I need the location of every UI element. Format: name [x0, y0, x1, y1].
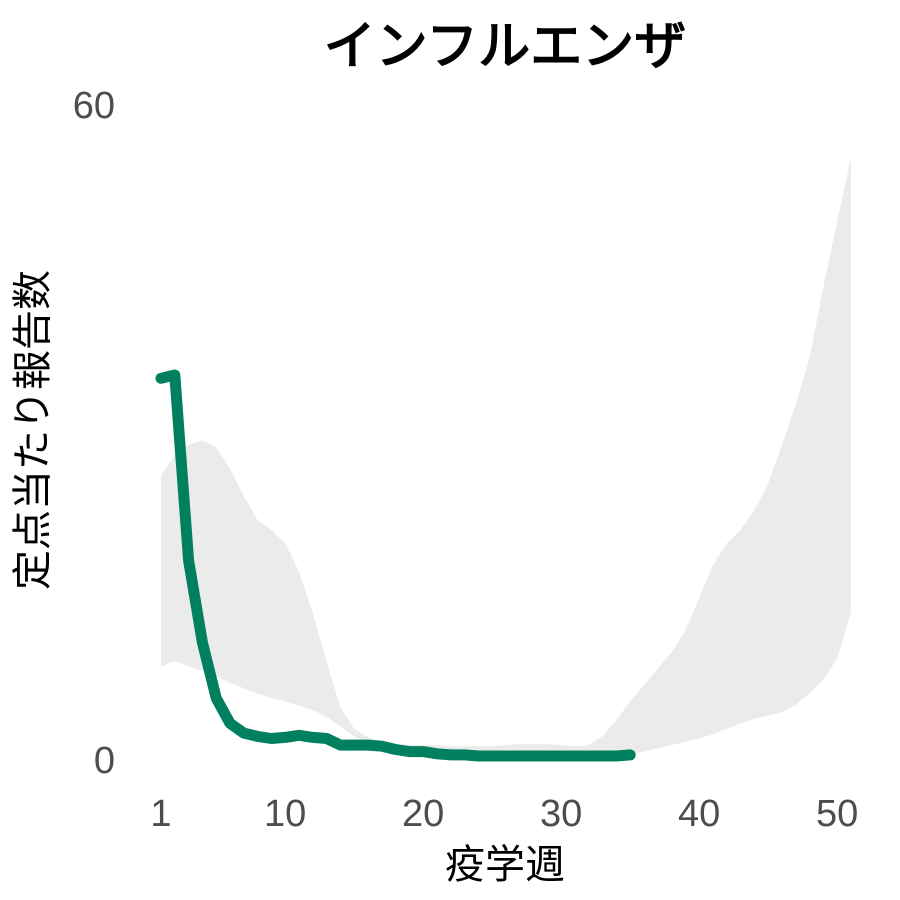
x-tick-label: 1	[150, 793, 171, 835]
series-line-0	[155, 369, 636, 762]
series-line-layer	[155, 369, 636, 762]
y-axis-label: 定点当たり報告数	[10, 270, 56, 590]
x-tick-label: 10	[264, 793, 306, 835]
historical-range-band-layer	[161, 157, 851, 755]
y-tick-label: 0	[94, 740, 115, 782]
x-tick-label: 40	[678, 793, 720, 835]
x-axis-tick-labels: 1 10 20 30 40 50	[150, 793, 858, 835]
chart-title: インフルエンザ	[324, 17, 686, 77]
x-axis-label: 疫学週	[445, 842, 565, 888]
x-tick-label: 20	[402, 793, 444, 835]
x-tick-label: 30	[540, 793, 582, 835]
historical-range-band	[161, 157, 851, 755]
x-tick-label: 50	[816, 793, 858, 835]
y-tick-label: 60	[73, 85, 115, 127]
y-axis-tick-labels: 0 60	[73, 85, 115, 782]
